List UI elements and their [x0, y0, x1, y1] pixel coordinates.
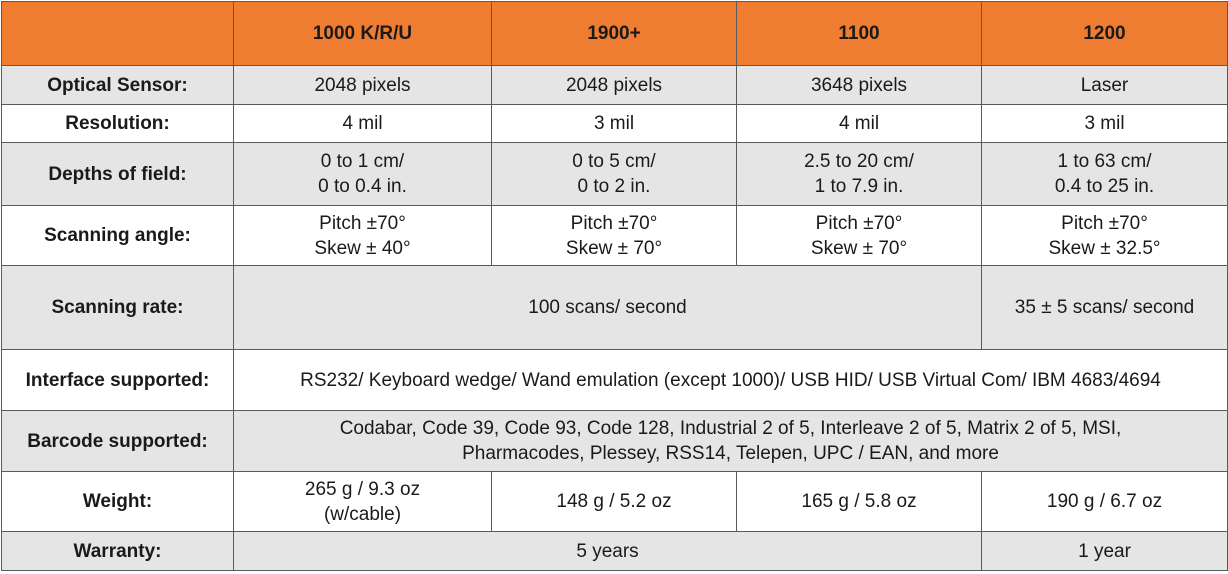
cell-line: Skew ± 70° — [810, 237, 908, 259]
cell-line: Codabar, Code 39, Code 93, Code 128, Ind… — [339, 418, 1122, 439]
cell-angle-1200: Pitch ±70° Skew ± 32.5° — [981, 205, 1228, 266]
cell-optical-sensor-1200: Laser — [981, 65, 1228, 105]
cell-weight-1000: 265 g / 9.3 oz (w/cable) — [233, 471, 492, 532]
cell-line: Pitch ±70° — [319, 212, 406, 234]
cell-line: Pharmacodes, Plessey, RSS14, Telepen, UP… — [462, 443, 999, 464]
cell-scanning-rate-shared: 100 scans/ second — [233, 265, 982, 350]
row-optical-sensor: Optical Sensor: 2048 pixels 2048 pixels … — [1, 65, 1228, 105]
header-row: 1000 K/R/U 1900+ 1100 1200 — [1, 1, 1228, 66]
cell-line: 1 to 7.9 in. — [814, 176, 904, 197]
cell-depth-1100: 2.5 to 20 cm/ 1 to 7.9 in. — [736, 142, 982, 206]
cell-resolution-1000: 4 mil — [233, 104, 492, 143]
cell-resolution-1200: 3 mil — [981, 104, 1228, 143]
cell-scanning-rate-1200: 35 ± 5 scans/ second — [981, 265, 1228, 350]
cell-weight-1100: 165 g / 5.8 oz — [736, 471, 982, 532]
cell-barcode-all: Codabar, Code 39, Code 93, Code 128, Ind… — [233, 410, 1228, 472]
row-label-depths-of-field: Depths of field: — [1, 142, 234, 206]
cell-line: Pitch ±70° — [1061, 212, 1148, 234]
cell-optical-sensor-1100: 3648 pixels — [736, 65, 982, 105]
cell-line: (w/cable) — [323, 503, 402, 525]
cell-depth-1000: 0 to 1 cm/ 0 to 0.4 in. — [233, 142, 492, 206]
cell-weight-1200: 190 g / 6.7 oz — [981, 471, 1228, 532]
row-label-resolution: Resolution: — [1, 104, 234, 143]
column-header-1200: 1200 — [981, 1, 1228, 66]
row-label-warranty: Warranty: — [1, 531, 234, 571]
cell-depth-1200: 1 to 63 cm/ 0.4 to 25 in. — [981, 142, 1228, 206]
cell-optical-sensor-1900: 2048 pixels — [491, 65, 737, 105]
cell-line: 0 to 2 in. — [577, 176, 651, 197]
column-header-1100: 1100 — [736, 1, 982, 66]
cell-depth-1900: 0 to 5 cm/ 0 to 2 in. — [491, 142, 737, 206]
cell-warranty-1200: 1 year — [981, 531, 1228, 571]
cell-angle-1900: Pitch ±70° Skew ± 70° — [491, 205, 737, 266]
row-label-scanning-angle: Scanning angle: — [1, 205, 234, 266]
cell-line: 265 g / 9.3 oz — [304, 478, 421, 500]
cell-line: 0.4 to 25 in. — [1054, 176, 1155, 197]
cell-line: 2.5 to 20 cm/ — [804, 151, 914, 172]
row-scanning-angle: Scanning angle: Pitch ±70° Skew ± 40° Pi… — [1, 205, 1228, 266]
cell-line: 0 to 0.4 in. — [318, 176, 407, 197]
row-scanning-rate: Scanning rate: 100 scans/ second 35 ± 5 … — [1, 265, 1228, 350]
cell-weight-1900: 148 g / 5.2 oz — [491, 471, 737, 532]
cell-optical-sensor-1000: 2048 pixels — [233, 65, 492, 105]
row-label-scanning-rate: Scanning rate: — [1, 265, 234, 350]
cell-line: Skew ± 40° — [314, 237, 411, 259]
cell-resolution-1100: 4 mil — [736, 104, 982, 143]
cell-line: Skew ± 70° — [565, 237, 663, 259]
header-corner-cell — [1, 1, 234, 66]
row-warranty: Warranty: 5 years 1 year — [1, 531, 1228, 571]
cell-resolution-1900: 3 mil — [491, 104, 737, 143]
cell-line: Pitch ±70° — [815, 212, 903, 234]
cell-line: 0 to 1 cm/ — [320, 151, 405, 172]
row-resolution: Resolution: 4 mil 3 mil 4 mil 3 mil — [1, 104, 1228, 143]
cell-warranty-shared: 5 years — [233, 531, 982, 571]
column-header-1000: 1000 K/R/U — [233, 1, 492, 66]
cell-line: Skew ± 32.5° — [1048, 237, 1161, 259]
row-barcode: Barcode supported: Codabar, Code 39, Cod… — [1, 410, 1228, 472]
row-label-interface: Interface supported: — [1, 349, 234, 411]
cell-line: 0 to 5 cm/ — [572, 151, 656, 172]
cell-interface-all: RS232/ Keyboard wedge/ Wand emulation (e… — [233, 349, 1228, 411]
row-weight: Weight: 265 g / 9.3 oz (w/cable) 148 g /… — [1, 471, 1228, 532]
column-header-1900: 1900+ — [491, 1, 737, 66]
row-interface: Interface supported: RS232/ Keyboard wed… — [1, 349, 1228, 411]
cell-line: 1 to 63 cm/ — [1057, 151, 1152, 172]
row-depths-of-field: Depths of field: 0 to 1 cm/ 0 to 0.4 in.… — [1, 142, 1228, 206]
row-label-barcode: Barcode supported: — [1, 410, 234, 472]
row-label-optical-sensor: Optical Sensor: — [1, 65, 234, 105]
row-label-weight: Weight: — [1, 471, 234, 532]
cell-angle-1000: Pitch ±70° Skew ± 40° — [233, 205, 492, 266]
cell-line: Pitch ±70° — [570, 212, 658, 234]
cell-angle-1100: Pitch ±70° Skew ± 70° — [736, 205, 982, 266]
